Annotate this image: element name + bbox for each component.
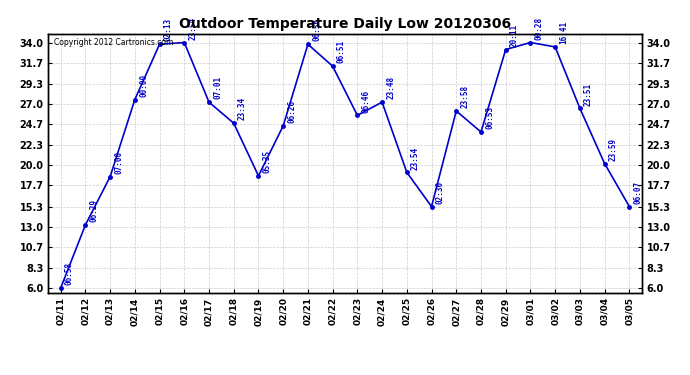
Text: 02:30: 02:30 xyxy=(435,181,444,204)
Title: Outdoor Temperature Daily Low 20120306: Outdoor Temperature Daily Low 20120306 xyxy=(179,17,511,31)
Text: 06:58: 06:58 xyxy=(65,262,74,285)
Text: 23:58: 23:58 xyxy=(460,85,469,108)
Text: 00:00: 00:00 xyxy=(139,74,148,97)
Text: 02:13: 02:13 xyxy=(164,18,172,42)
Text: 06:53: 06:53 xyxy=(485,106,494,129)
Text: 23:34: 23:34 xyxy=(238,98,247,120)
Text: 23:54: 23:54 xyxy=(411,146,420,170)
Text: 07:00: 07:00 xyxy=(115,151,124,174)
Text: 00:28: 00:28 xyxy=(535,16,544,40)
Text: 06:07: 06:07 xyxy=(633,181,642,204)
Text: 20:11: 20:11 xyxy=(510,24,519,47)
Text: 06:46: 06:46 xyxy=(362,89,371,112)
Text: 07:01: 07:01 xyxy=(213,76,222,99)
Text: 05:35: 05:35 xyxy=(263,150,272,173)
Text: Copyright 2012 Cartronics.com: Copyright 2012 Cartronics.com xyxy=(55,38,174,46)
Text: 06:56: 06:56 xyxy=(312,18,321,42)
Text: 06:51: 06:51 xyxy=(337,40,346,63)
Text: 16:41: 16:41 xyxy=(560,21,569,44)
Text: 23:54: 23:54 xyxy=(188,16,197,40)
Text: 23:59: 23:59 xyxy=(609,138,618,161)
Text: 06:29: 06:29 xyxy=(90,199,99,222)
Text: 06:26: 06:26 xyxy=(287,100,296,123)
Text: 23:51: 23:51 xyxy=(584,82,593,105)
Text: 23:48: 23:48 xyxy=(386,76,395,99)
